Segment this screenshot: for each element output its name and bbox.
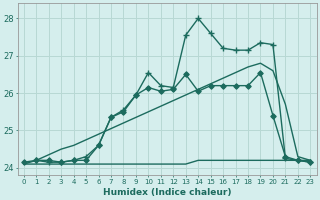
X-axis label: Humidex (Indice chaleur): Humidex (Indice chaleur) [103,188,231,197]
